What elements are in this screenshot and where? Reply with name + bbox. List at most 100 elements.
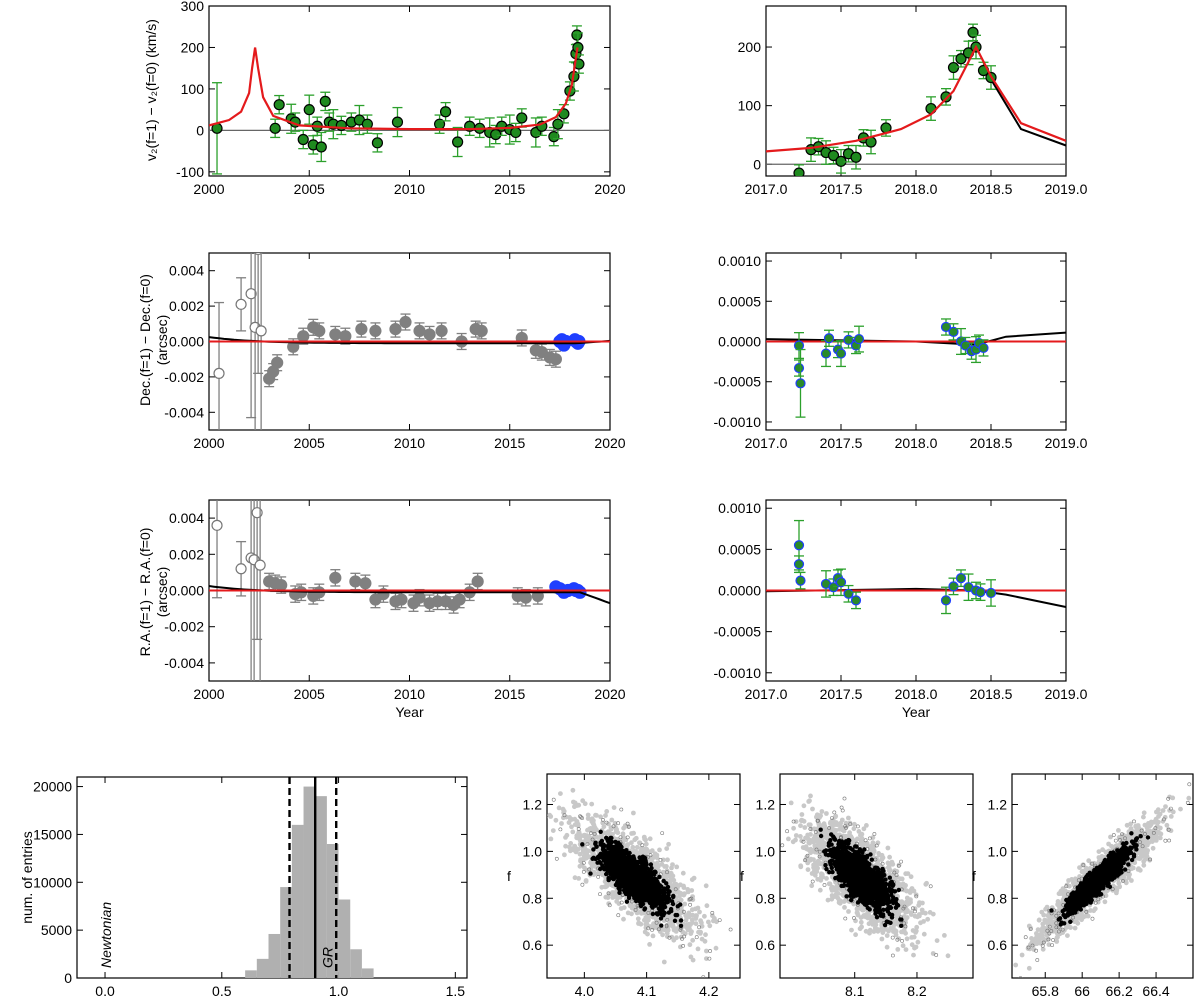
posterior-sample [660, 869, 666, 875]
posterior-outlier [580, 816, 585, 821]
posterior-sample [600, 820, 606, 826]
model-f0-curve [990, 78, 1066, 147]
posterior-sample [657, 874, 662, 880]
posterior-sample [661, 875, 666, 880]
x-tick-label: 4.1 [637, 983, 657, 996]
y-tick-label: -0.0010 [714, 665, 762, 681]
posterior-sample [670, 901, 676, 907]
x-tick-label: 2017.0 [745, 181, 788, 197]
posterior-sample [674, 864, 680, 870]
posterior-sample [655, 892, 660, 897]
posterior-sample [690, 937, 696, 943]
posterior-sample [704, 903, 710, 909]
posterior-sample [652, 889, 657, 894]
posterior-outlier [708, 949, 713, 953]
posterior-sample [558, 791, 563, 796]
posterior-sample [673, 881, 679, 887]
posterior-sample [665, 857, 670, 863]
posterior-sample [604, 871, 609, 877]
posterior-sample [658, 916, 664, 921]
posterior-sample [899, 876, 905, 882]
posterior-sample [645, 866, 650, 871]
y-tick-label: -0.002 [164, 619, 204, 635]
posterior-sample [598, 829, 603, 834]
y-tick-label: 0.0000 [718, 583, 761, 599]
posterior-sample [641, 834, 647, 840]
dec-zoom-panel: 2017.0 2017.5 2018.0 2018.5 2019.0 -0.0010 -0.… [714, 252, 1088, 451]
posterior-sample [707, 923, 713, 929]
posterior-sample [664, 864, 669, 869]
posterior-sample [619, 855, 625, 860]
old-astrometry-point [213, 367, 225, 379]
posterior-sample [652, 851, 658, 857]
posterior-sample [678, 902, 683, 907]
naco-astrometry-point [549, 353, 562, 366]
histogram-bar [361, 968, 374, 978]
y-tick-label: 100 [738, 98, 762, 114]
posterior-outlier [707, 956, 712, 961]
posterior-outlier [581, 870, 586, 874]
vz_full-frame [208, 5, 611, 177]
y-tick-label: -0.0005 [714, 624, 762, 640]
posterior-sample [617, 888, 622, 893]
posterior-sample [553, 817, 559, 823]
posterior-sample [703, 932, 708, 938]
posterior-sample [656, 868, 662, 874]
posterior-sample [817, 887, 823, 893]
posterior-sample [621, 916, 626, 922]
histogram-bar [350, 949, 362, 978]
y-tick-label: 1.2 [756, 796, 776, 812]
posterior-sample [851, 826, 857, 832]
y-tick-label: 0.8 [523, 890, 543, 906]
y-tick-label: 0.002 [169, 298, 204, 314]
posterior-outlier [616, 913, 621, 918]
posterior-sample [589, 860, 595, 865]
posterior-sample [599, 838, 605, 844]
old-astrometry-point [211, 519, 223, 531]
naco-astrometry-point [313, 324, 326, 337]
y-tick-label: 10000 [33, 874, 72, 890]
gravity-point [835, 348, 847, 359]
posterior-sample [916, 902, 922, 908]
posterior-sample [660, 907, 665, 913]
posterior-sample [706, 919, 711, 925]
posterior-sample [593, 812, 598, 818]
posterior-outlier [728, 927, 733, 932]
x-tick-label: 4.2 [699, 983, 719, 996]
posterior-sample [661, 959, 667, 965]
posterior-outlier [576, 827, 581, 831]
histogram-bar [315, 796, 327, 978]
posterior-sample [556, 805, 562, 811]
posterior-sample [576, 830, 582, 836]
naco-astrometry-point [297, 330, 310, 343]
posterior-sample [627, 877, 632, 883]
posterior-outlier [596, 875, 601, 879]
posterior-sample [880, 930, 886, 935]
posterior-sample [609, 817, 615, 823]
posterior-sample [607, 858, 613, 863]
posterior-sample [602, 858, 608, 864]
posterior-sample [588, 871, 593, 876]
posterior-sample [614, 827, 619, 832]
posterior-sample [670, 922, 676, 928]
posterior-sample [654, 855, 660, 861]
posterior-sample [617, 845, 622, 850]
y-tick-label: 5000 [41, 922, 72, 938]
posterior-sample [606, 875, 611, 881]
posterior-sample [609, 881, 614, 887]
posterior-sample [678, 918, 684, 923]
x-tick-label: 0.5 [212, 983, 232, 996]
posterior-sample [647, 900, 653, 906]
dec_full-clip-plot [209, 253, 610, 430]
posterior-sample [636, 859, 642, 865]
naco-astrometry-point [435, 324, 448, 337]
posterior-sample [637, 874, 643, 879]
posterior-sample [597, 871, 603, 876]
naco-astrometry-point [369, 324, 382, 337]
vz-data-point [319, 95, 331, 107]
posterior-sample [632, 872, 637, 878]
posterior-sample [643, 841, 649, 847]
vz-full-panel: 2000 2005 2010 2015 2020 -100 0 100 200 300 [176, 0, 626, 197]
posterior-sample [572, 875, 578, 881]
posterior-sample [689, 907, 695, 913]
